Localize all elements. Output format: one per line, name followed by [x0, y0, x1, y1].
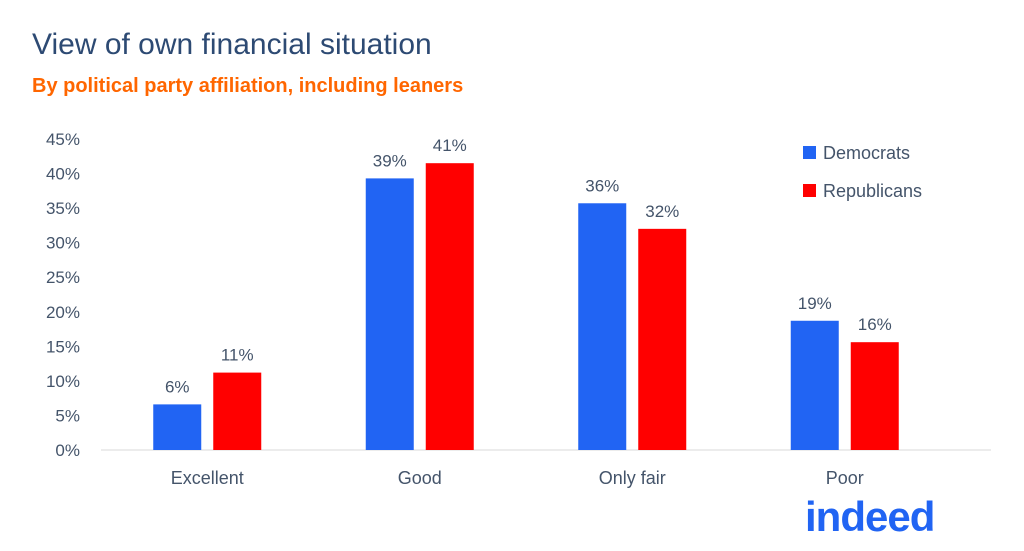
data-label: 39%	[373, 151, 407, 170]
y-tick-label: 25%	[46, 268, 80, 287]
bar-republicans-excellent	[213, 372, 262, 450]
x-tick-label: Excellent	[171, 468, 244, 488]
data-label: 11%	[221, 346, 254, 365]
legend-swatch-democrats	[803, 146, 816, 159]
x-tick-label: Only fair	[599, 468, 666, 488]
chart-title: View of own financial situation	[32, 28, 432, 61]
x-tick-label: Good	[398, 468, 442, 488]
data-label: 36%	[585, 176, 619, 195]
x-tick-label: Poor	[826, 468, 864, 488]
bar-democrats-excellent	[153, 404, 202, 450]
bar-democrats-poor	[790, 320, 839, 450]
legend-label: Republicans	[823, 181, 922, 201]
bar-republicans-only-fair	[638, 228, 687, 450]
bar-democrats-good	[365, 178, 414, 451]
y-tick-label: 40%	[46, 165, 80, 184]
y-tick-label: 10%	[46, 372, 80, 391]
bar-republicans-poor	[850, 342, 899, 450]
y-tick-label: 20%	[46, 303, 80, 322]
chart-subtitle: By political party affiliation, includin…	[32, 75, 464, 97]
y-tick-label: 35%	[46, 199, 80, 218]
data-label: 6%	[165, 377, 190, 396]
y-tick-label: 15%	[46, 337, 80, 356]
y-tick-label: 0%	[55, 441, 80, 460]
data-label: 19%	[798, 294, 832, 313]
bar-republicans-good	[425, 163, 474, 450]
data-label: 41%	[433, 136, 467, 155]
data-label: 16%	[858, 315, 892, 334]
data-label: 32%	[645, 202, 679, 221]
y-tick-label: 30%	[46, 234, 80, 253]
bar-democrats-only-fair	[578, 203, 627, 450]
y-tick-label: 45%	[46, 130, 80, 149]
y-tick-label: 5%	[55, 406, 80, 425]
indeed-logo: indeed	[805, 493, 935, 540]
legend-label: Democrats	[823, 143, 910, 163]
legend-swatch-republicans	[803, 184, 816, 197]
